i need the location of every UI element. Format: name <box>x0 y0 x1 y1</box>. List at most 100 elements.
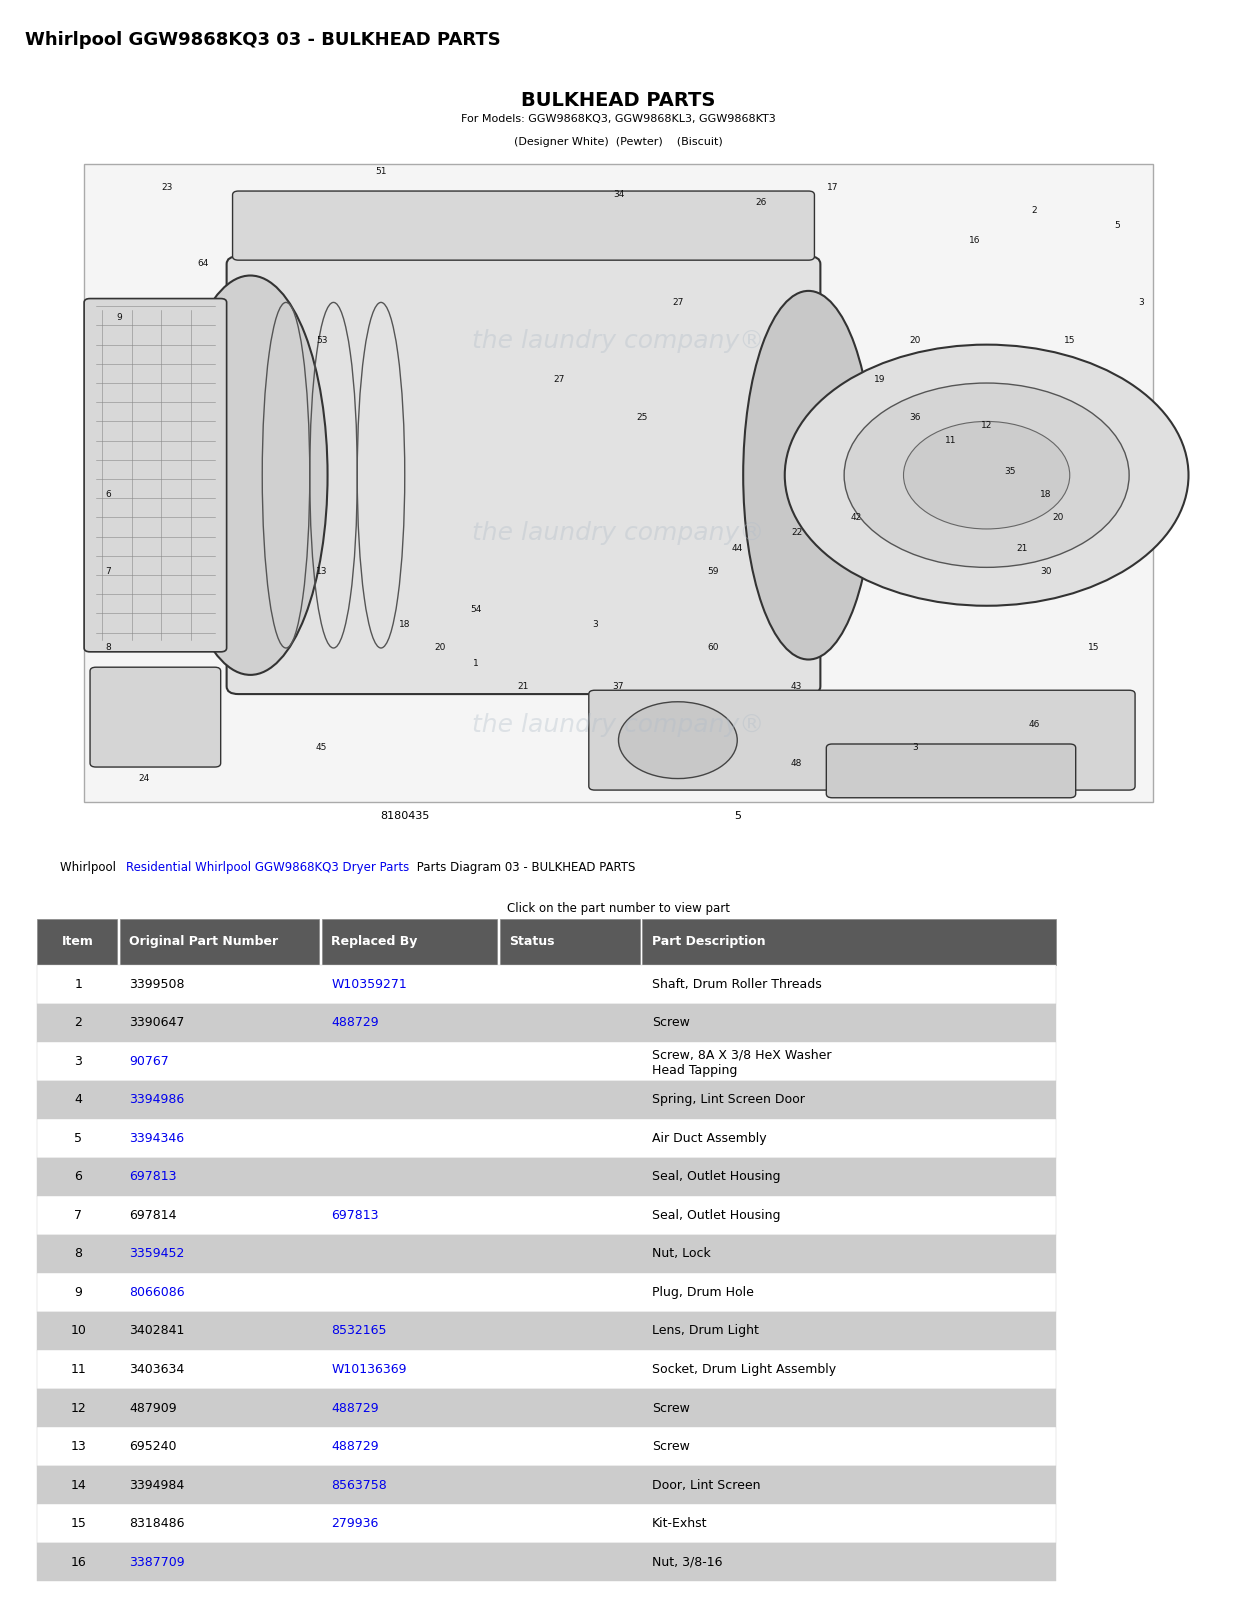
Text: 18: 18 <box>1040 490 1051 499</box>
Text: Lens, Drum Light: Lens, Drum Light <box>652 1325 758 1338</box>
Text: 488729: 488729 <box>332 1016 379 1029</box>
Text: 8318486: 8318486 <box>129 1517 184 1530</box>
Text: 51: 51 <box>375 168 387 176</box>
Text: Nut, 3/8-16: Nut, 3/8-16 <box>652 1555 722 1568</box>
Text: 21: 21 <box>1017 544 1028 552</box>
Text: 3403634: 3403634 <box>129 1363 184 1376</box>
Text: 11: 11 <box>71 1363 87 1376</box>
FancyBboxPatch shape <box>37 1274 1055 1312</box>
Text: 2: 2 <box>1032 206 1037 214</box>
Text: 7: 7 <box>105 566 111 576</box>
Text: 14: 14 <box>71 1478 87 1491</box>
Text: 3390647: 3390647 <box>129 1016 184 1029</box>
Text: 7: 7 <box>74 1210 82 1222</box>
Text: the laundry company®: the laundry company® <box>473 328 764 352</box>
Text: 53: 53 <box>315 336 328 346</box>
Text: 697814: 697814 <box>129 1210 177 1222</box>
Text: Seal, Outlet Housing: Seal, Outlet Housing <box>652 1210 781 1222</box>
Text: 3394986: 3394986 <box>129 1093 184 1106</box>
Text: Screw: Screw <box>652 1402 689 1414</box>
Text: 11: 11 <box>945 437 956 445</box>
Text: 44: 44 <box>731 544 743 552</box>
FancyBboxPatch shape <box>37 1312 1055 1350</box>
Text: 9: 9 <box>74 1286 82 1299</box>
Text: 8532165: 8532165 <box>332 1325 387 1338</box>
Text: Whirlpool: Whirlpool <box>61 861 120 874</box>
Text: Status: Status <box>510 936 554 949</box>
Text: Part Description: Part Description <box>652 936 766 949</box>
Text: 5: 5 <box>74 1131 82 1146</box>
Text: 8: 8 <box>105 643 111 653</box>
FancyBboxPatch shape <box>37 1389 1055 1427</box>
Text: 30: 30 <box>1040 566 1051 576</box>
Text: 18: 18 <box>400 621 411 629</box>
Text: 3: 3 <box>74 1054 82 1067</box>
Text: 36: 36 <box>909 413 922 422</box>
FancyBboxPatch shape <box>37 1042 1055 1080</box>
Text: 13: 13 <box>71 1440 87 1453</box>
Text: 6: 6 <box>74 1170 82 1184</box>
FancyBboxPatch shape <box>37 1118 1055 1158</box>
Circle shape <box>618 702 737 779</box>
FancyBboxPatch shape <box>37 918 118 965</box>
Text: 9: 9 <box>116 314 122 322</box>
Text: 45: 45 <box>315 744 328 752</box>
Circle shape <box>903 421 1070 530</box>
FancyBboxPatch shape <box>37 1003 1055 1042</box>
FancyBboxPatch shape <box>90 667 220 766</box>
Text: 22: 22 <box>790 528 803 538</box>
Text: 4: 4 <box>74 1093 82 1106</box>
Text: 46: 46 <box>1028 720 1040 730</box>
Text: 26: 26 <box>756 198 767 206</box>
FancyBboxPatch shape <box>37 1235 1055 1274</box>
FancyBboxPatch shape <box>37 1427 1055 1466</box>
Text: 8066086: 8066086 <box>129 1286 184 1299</box>
Text: 20: 20 <box>909 336 922 346</box>
Text: 3399508: 3399508 <box>129 978 184 990</box>
Ellipse shape <box>743 291 873 659</box>
FancyBboxPatch shape <box>84 299 226 651</box>
FancyBboxPatch shape <box>37 1350 1055 1389</box>
FancyBboxPatch shape <box>37 1158 1055 1197</box>
Text: 13: 13 <box>315 566 328 576</box>
Text: 20: 20 <box>434 643 447 653</box>
Text: 279936: 279936 <box>332 1517 379 1530</box>
Text: 21: 21 <box>518 682 529 691</box>
Text: Plug, Drum Hole: Plug, Drum Hole <box>652 1286 753 1299</box>
Text: 15: 15 <box>1087 643 1100 653</box>
Text: 3394984: 3394984 <box>129 1478 184 1491</box>
Text: 48: 48 <box>790 758 803 768</box>
Text: 1: 1 <box>74 978 82 990</box>
Text: W10359271: W10359271 <box>332 978 407 990</box>
FancyBboxPatch shape <box>500 918 640 965</box>
Text: 697813: 697813 <box>332 1210 379 1222</box>
Text: 15: 15 <box>71 1517 87 1530</box>
Text: For Models: GGW9868KQ3, GGW9868KL3, GGW9868KT3: For Models: GGW9868KQ3, GGW9868KL3, GGW9… <box>461 114 776 125</box>
Text: Nut, Lock: Nut, Lock <box>652 1248 710 1261</box>
Text: Residential Whirlpool GGW9868KQ3 Dryer Parts: Residential Whirlpool GGW9868KQ3 Dryer P… <box>126 861 409 874</box>
Text: 24: 24 <box>137 774 150 782</box>
Text: 8: 8 <box>74 1248 82 1261</box>
Text: 16: 16 <box>71 1555 87 1568</box>
Text: 8563758: 8563758 <box>332 1478 387 1491</box>
FancyBboxPatch shape <box>37 1542 1055 1581</box>
Text: 27: 27 <box>553 374 565 384</box>
Text: 3402841: 3402841 <box>129 1325 184 1338</box>
Text: 90767: 90767 <box>129 1054 169 1067</box>
Text: Whirlpool GGW9868KQ3 03 - BULKHEAD PARTS: Whirlpool GGW9868KQ3 03 - BULKHEAD PARTS <box>25 30 501 50</box>
FancyBboxPatch shape <box>226 256 820 694</box>
FancyBboxPatch shape <box>589 690 1136 790</box>
Text: W10136369: W10136369 <box>332 1363 407 1376</box>
Text: 42: 42 <box>850 514 862 522</box>
Text: 35: 35 <box>1004 467 1016 475</box>
Text: Replaced By: Replaced By <box>332 936 418 949</box>
Text: 43: 43 <box>790 682 803 691</box>
Text: 6: 6 <box>105 490 111 499</box>
Text: 3387709: 3387709 <box>129 1555 184 1568</box>
Text: Shaft, Drum Roller Threads: Shaft, Drum Roller Threads <box>652 978 821 990</box>
Text: BULKHEAD PARTS: BULKHEAD PARTS <box>521 91 716 110</box>
Text: Spring, Lint Screen Door: Spring, Lint Screen Door <box>652 1093 804 1106</box>
Text: Head Tapping: Head Tapping <box>652 1064 737 1077</box>
Text: 10: 10 <box>71 1325 87 1338</box>
Text: 8180435: 8180435 <box>380 811 429 821</box>
